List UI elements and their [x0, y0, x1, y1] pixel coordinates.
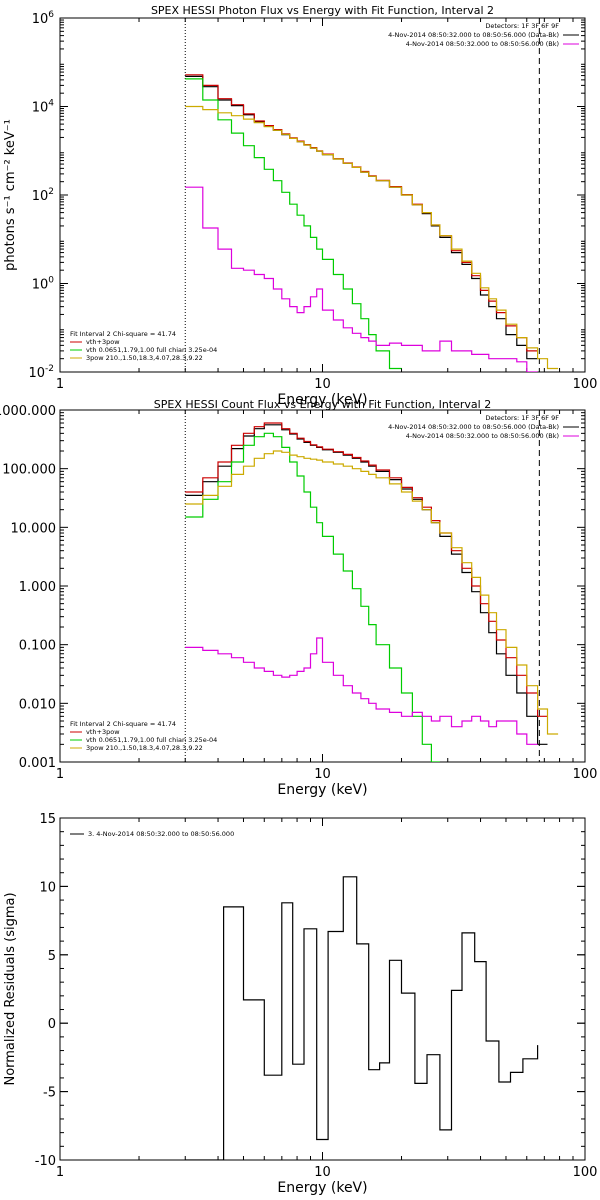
x-tick-label: 10 [314, 377, 331, 392]
x-axis-label: Energy (keV) [277, 1180, 367, 1196]
chart-panel-3: 1 10 100 -10 -5 0 5 10 15 Energy (keV) Normalized … [3, 812, 597, 1196]
y-tick-label: 1.000 [19, 580, 56, 595]
legend-model-2: vth 0.0651,1.79,1.00 full chian 3.25e-04 [86, 736, 217, 744]
x-axis-label: Energy (keV) [277, 392, 367, 408]
legend-model-3: 3pow 210.,1.50,18.3,4.07,28.3,9.22 [86, 744, 203, 752]
legend-fit-interval: Fit Interval 2 Chi-square = 41.74 [70, 720, 176, 728]
series-line-5 [185, 186, 538, 372]
legend-entry-bk: 4-Nov-2014 08:50:32.000 to 08:50:56.000 … [406, 432, 559, 440]
x-axis-label: Energy (keV) [277, 782, 367, 798]
legend-detectors: Detectors: 1F 3F 6F 9F [485, 414, 559, 422]
y-tick-label: 100 [32, 276, 55, 293]
legend-model-1: vth+3pow [86, 338, 120, 346]
y-tick-label: 5 [48, 949, 56, 964]
x-tick-label: 10 [314, 1165, 331, 1180]
series-line-4 [185, 450, 559, 735]
legend-entry-data: 4-Nov-2014 08:50:32.000 to 08:50:56.000 … [388, 31, 559, 39]
chart-title: SPEX HESSI Count Flux vs Energy with Fit… [154, 398, 491, 411]
chart-title: SPEX HESSI Photon Flux vs Energy with Fi… [151, 4, 494, 17]
legend-entry-data: 4-Nov-2014 08:50:32.000 to 08:50:56.000 … [388, 423, 559, 431]
x-tick-label: 1 [56, 1165, 64, 1180]
y-tick-label: 15 [39, 812, 56, 827]
legend-residuals: 3. 4-Nov-2014 08:50:32.000 to 08:50:56.0… [88, 830, 234, 838]
y-axis-label: photons s⁻¹ cm⁻² keV⁻¹ [3, 119, 18, 271]
series-line-3 [185, 78, 402, 370]
x-tick-label: 100 [573, 767, 598, 782]
x-tick-label: 10 [314, 767, 331, 782]
y-tick-label: 1000.000 [0, 404, 56, 419]
x-tick-label: 1 [56, 377, 64, 392]
series-line-3 [185, 432, 440, 762]
x-tick-label: 100 [573, 377, 598, 392]
y-tick-label: -5 [43, 1086, 56, 1101]
y-tick-label: 104 [32, 99, 55, 116]
legend-model-1: vth+3pow [86, 728, 120, 736]
y-tick-label: 10 [39, 880, 56, 895]
series-line-4 [185, 105, 559, 370]
y-tick-label: 0.010 [19, 697, 56, 712]
y-tick-label: 10.000 [11, 521, 57, 536]
legend-model-2: vth 0.0651,1.79,1.00 full chian 3.25e-04 [86, 346, 217, 354]
series-line-5 [185, 637, 538, 745]
x-tick-label: 1 [56, 767, 64, 782]
legend-model-3: 3pow 210.,1.50,18.3,4.07,28.3,9.22 [86, 354, 203, 362]
plot-area [185, 876, 539, 1160]
y-tick-label: 100.000 [2, 463, 56, 478]
y-tick-label: 10-2 [28, 364, 54, 381]
y-tick-label: 0.100 [19, 639, 56, 654]
y-tick-label: 106 [32, 10, 55, 27]
y-tick-label: 102 [32, 187, 54, 204]
legend-detectors: Detectors: 1F 3F 6F 9F [485, 22, 559, 30]
y-tick-label: 0 [48, 1017, 56, 1032]
y-tick-label: 0.001 [19, 756, 56, 771]
y-tick-label: -10 [35, 1154, 56, 1169]
y-axis-label: Normalized Residuals (sigma) [3, 892, 18, 1085]
chart-panel-2: 1 10 100 0.001 0.010 0.100 1.000 10.000 100.000 1… [0, 398, 597, 798]
x-tick-label: 100 [573, 1165, 598, 1180]
chart-panel-1: 1 10 100 10-2 100 102 104 106 SPEX HESSI Photon … [3, 4, 597, 408]
legend-entry-bk: 4-Nov-2014 08:50:32.000 to 08:50:56.000 … [406, 40, 559, 48]
series-line-1 [185, 876, 539, 1160]
plot-area [185, 74, 559, 372]
plot-area [185, 422, 559, 762]
legend-fit-interval: Fit Interval 2 Chi-square = 41.74 [70, 330, 176, 338]
